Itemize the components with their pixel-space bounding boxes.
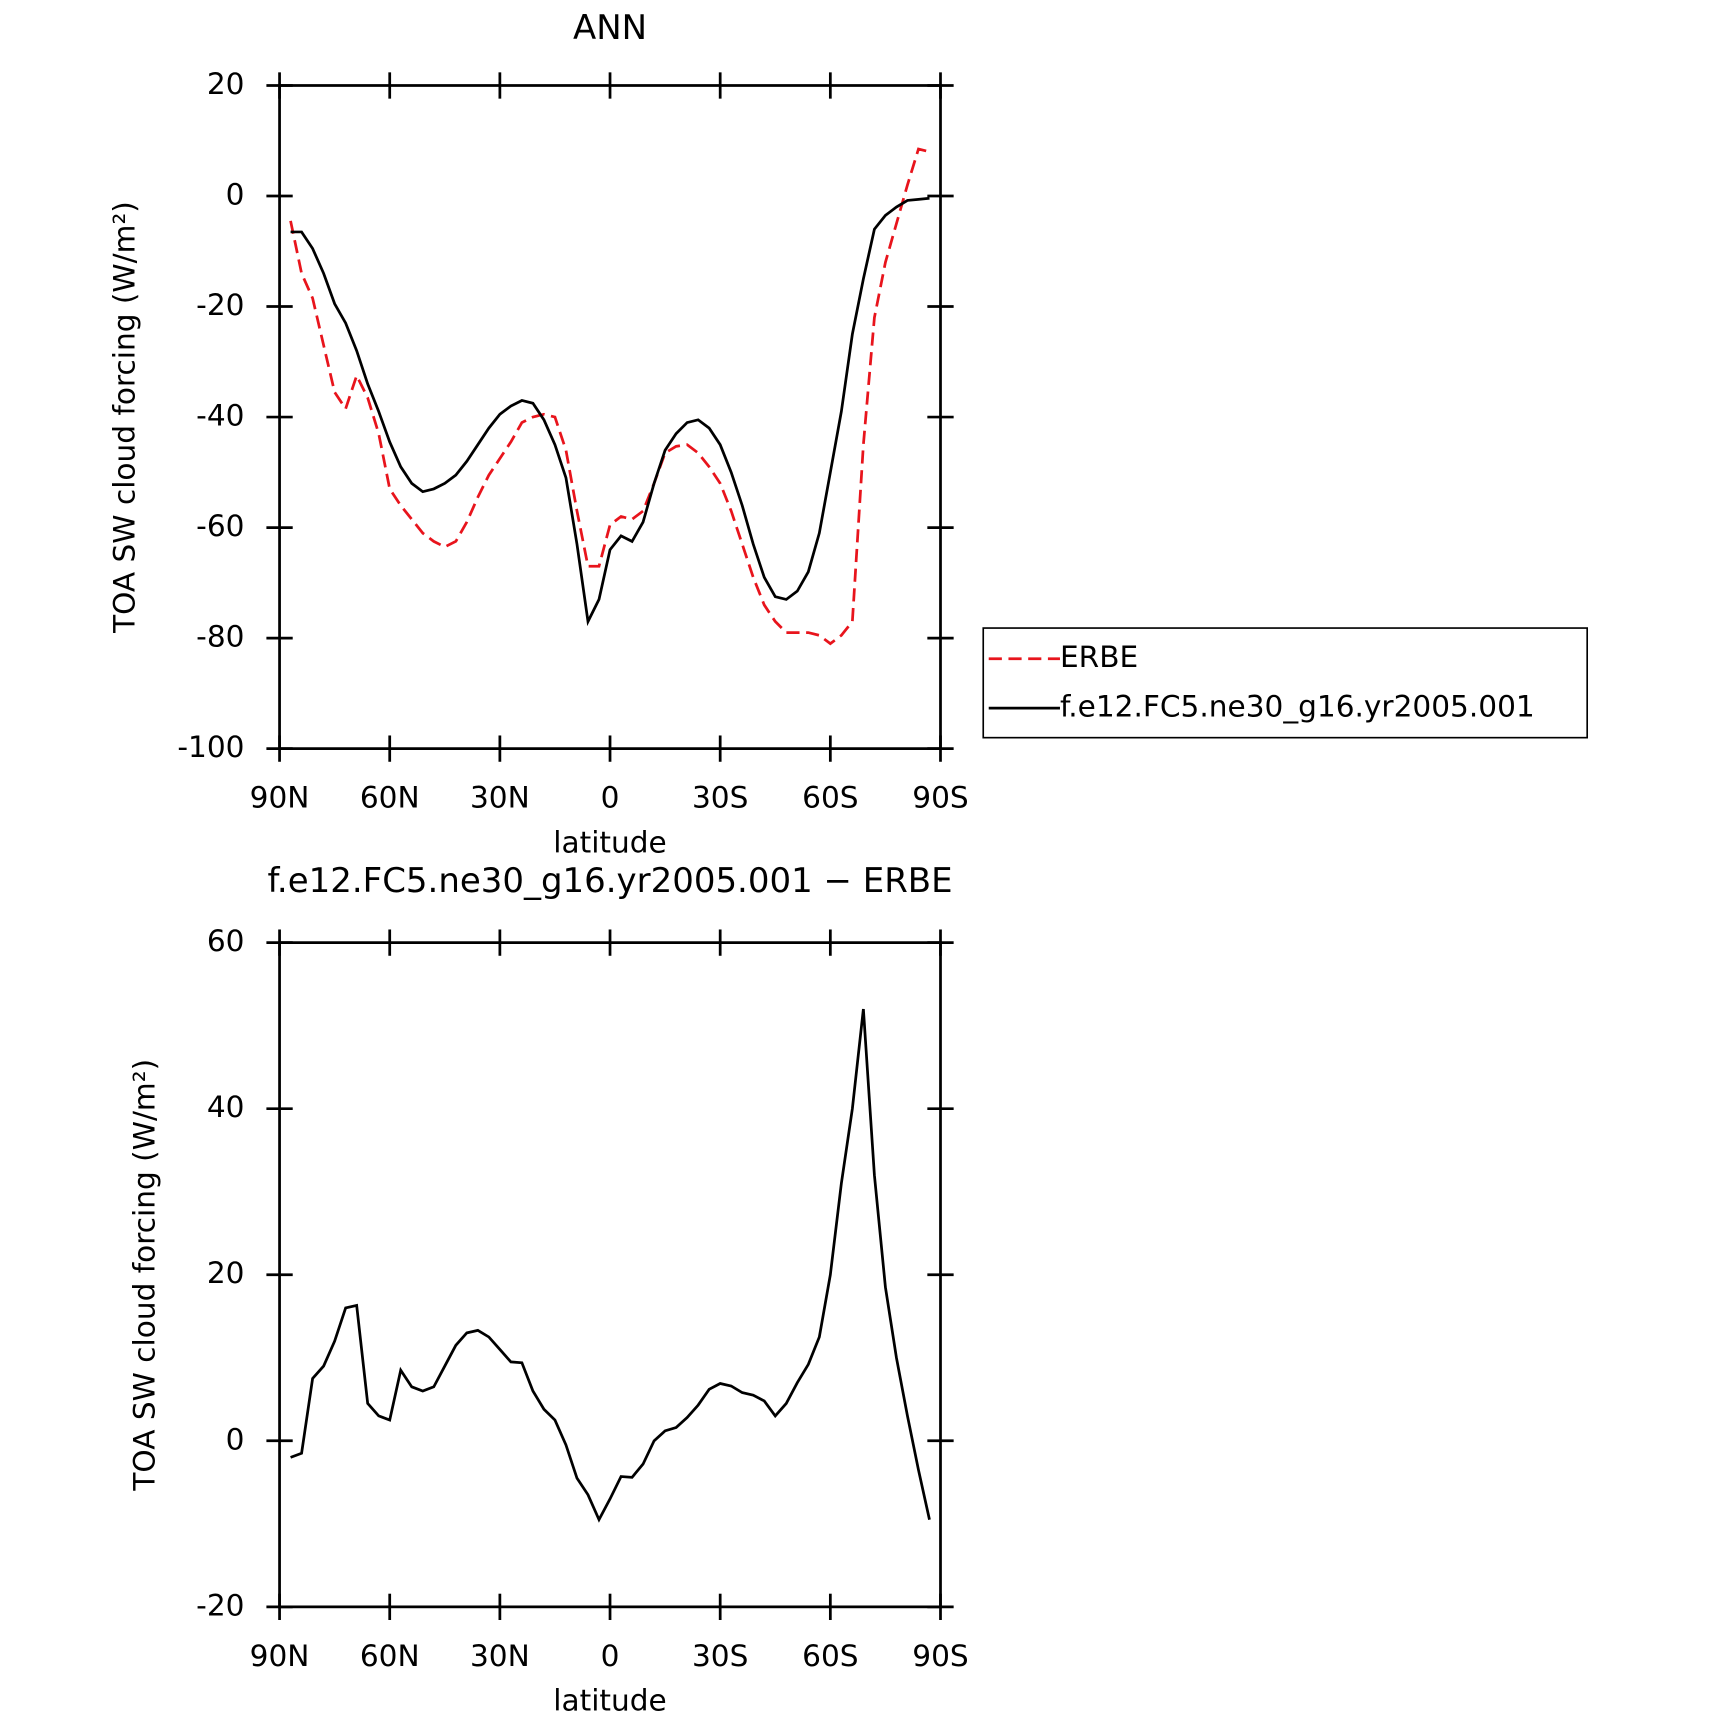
y-tick-label: -100 bbox=[177, 730, 244, 764]
x-tick-label: 30S bbox=[692, 781, 748, 815]
y-axis-label: TOA SW cloud forcing (W/m²) bbox=[108, 201, 142, 634]
y-tick-label: -60 bbox=[196, 509, 244, 543]
chart-title: ANN bbox=[573, 8, 647, 48]
data-line bbox=[290, 1008, 931, 1523]
y-tick-label: 60 bbox=[207, 924, 245, 958]
data-line bbox=[290, 196, 930, 627]
y-axis-label: TOA SW cloud forcing (W/m²) bbox=[127, 1059, 161, 1492]
y-tick-label: 20 bbox=[207, 1256, 245, 1290]
plot-frame bbox=[278, 941, 942, 1609]
x-tick-label: 30S bbox=[692, 1639, 748, 1673]
x-tick-label: 60N bbox=[360, 1639, 420, 1673]
y-tick-label: -20 bbox=[196, 1588, 244, 1622]
x-tick-label: 90S bbox=[912, 1639, 968, 1673]
x-tick-label: 90S bbox=[912, 781, 968, 815]
y-tick-label: 0 bbox=[226, 1422, 245, 1456]
x-tick-label: 90N bbox=[250, 781, 310, 815]
chart-title: f.e12.FC5.ne30_g16.yr2005.001 − ERBE bbox=[267, 861, 952, 901]
y-tick-label: -40 bbox=[196, 399, 244, 433]
x-tick-label: 90N bbox=[250, 1639, 310, 1673]
x-axis-label: latitude bbox=[553, 1684, 666, 1718]
x-tick-label: 60S bbox=[802, 781, 858, 815]
y-tick-label: 20 bbox=[207, 67, 245, 101]
legend-box bbox=[982, 627, 1589, 739]
x-tick-label: 0 bbox=[601, 1639, 620, 1673]
x-tick-label: 60N bbox=[360, 781, 420, 815]
x-tick-label: 30N bbox=[470, 1639, 530, 1673]
y-tick-label: -20 bbox=[196, 288, 244, 322]
legend-label: f.e12.FC5.ne30_g16.yr2005.001 bbox=[1060, 690, 1535, 724]
y-tick-label: -80 bbox=[196, 620, 244, 654]
y-tick-label: 40 bbox=[207, 1090, 245, 1124]
x-tick-label: 60S bbox=[802, 1639, 858, 1673]
data-line bbox=[289, 147, 930, 646]
x-tick-label: 0 bbox=[601, 781, 620, 815]
legend-label: ERBE bbox=[1060, 640, 1138, 674]
x-tick-label: 30N bbox=[470, 781, 530, 815]
y-tick-label: 0 bbox=[226, 178, 245, 212]
x-axis-label: latitude bbox=[553, 825, 666, 859]
